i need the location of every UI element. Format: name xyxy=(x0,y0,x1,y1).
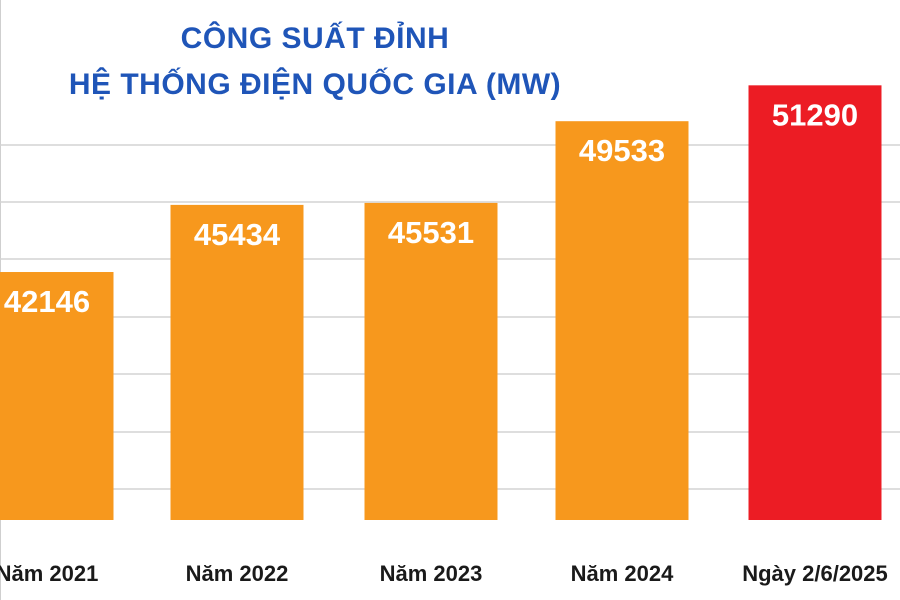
category-label: Ngày 2/6/2025 xyxy=(742,561,888,586)
category-label: Năm 2022 xyxy=(186,561,289,586)
bar xyxy=(170,204,304,520)
category-labels: Năm 2021 Năm 2022 Năm 2023 Năm 2024 Ngày 2/6… xyxy=(0,561,888,586)
bar xyxy=(555,121,689,521)
bar-value-label: 42146 xyxy=(4,284,90,319)
bar xyxy=(748,85,882,521)
bar xyxy=(364,202,498,520)
bar-value-label: 45434 xyxy=(194,217,281,252)
bars xyxy=(0,85,882,521)
chart-title-line-2: HỆ THỐNG ĐIỆN QUỐC GIA (MW) xyxy=(68,68,562,101)
bar-value-label: 51290 xyxy=(772,97,858,132)
category-label: Năm 2021 xyxy=(0,561,98,586)
category-label: Năm 2024 xyxy=(571,561,675,586)
bar xyxy=(0,272,114,520)
chart-title-line-1: CÔNG SUẤT ĐỈNH xyxy=(180,22,450,55)
category-label: Năm 2023 xyxy=(380,561,483,586)
value-labels: 42146 45434 45531 49533 51290 xyxy=(4,97,858,319)
bar-value-label: 49533 xyxy=(579,133,665,168)
bar-value-label: 45531 xyxy=(388,215,474,250)
